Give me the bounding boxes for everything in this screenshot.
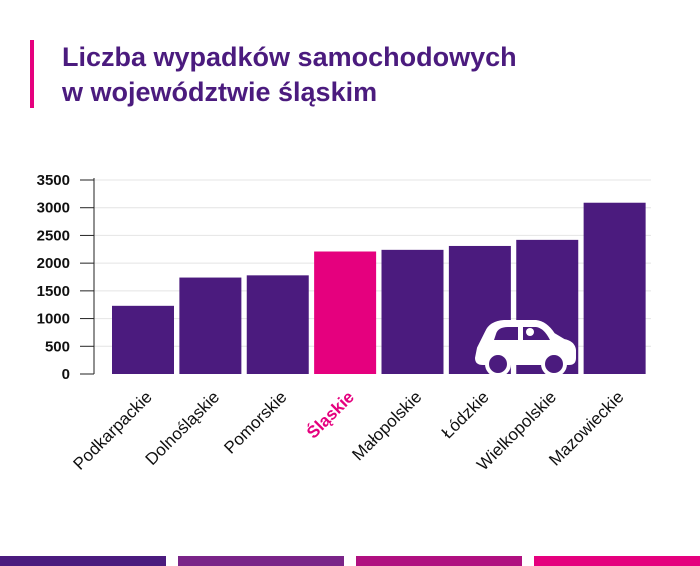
x-tick-label: Małopolskie [348, 387, 425, 464]
car-wheel [541, 351, 567, 377]
x-tick-label: Łódzkie [438, 387, 493, 442]
y-tick-label: 2000 [37, 255, 70, 272]
y-tick-label: 1500 [37, 283, 70, 300]
bar-mazowieckie [583, 202, 646, 374]
y-tick-label: 3500 [37, 172, 70, 189]
footer-segment [356, 556, 522, 566]
car-wheel [485, 351, 511, 377]
y-tick-label: 2500 [37, 227, 70, 244]
car-icon [475, 320, 576, 377]
x-tick-label: Podkarpackie [70, 387, 156, 473]
title-accent-bar [30, 40, 34, 108]
bar-dolnośląskie [179, 277, 242, 374]
bar-pomorskie [246, 275, 309, 374]
bar-chart: 0 500 1000 1500 2000 2500 3000 3500 Podkarpacki… [37, 172, 651, 474]
footer-segment [178, 556, 344, 566]
footer-stripe [0, 556, 700, 566]
y-tick-label: 500 [45, 338, 70, 355]
y-axis: 0 500 1000 1500 2000 2500 3000 3500 [37, 172, 95, 383]
chart-title: Liczba wypadków samochodowych w wojewódz… [62, 40, 517, 110]
y-tick-label: 3000 [37, 200, 70, 217]
x-tick-label: Śląskie [303, 387, 358, 442]
footer-segment [0, 556, 166, 566]
y-tick-label: 0 [62, 366, 70, 383]
footer-segment [534, 556, 700, 566]
x-tick-label: Pomorskie [220, 387, 290, 457]
bar-śląskie [314, 251, 377, 374]
chart-title-line-2: w województwie śląskim [62, 77, 378, 107]
driver-head [526, 328, 534, 336]
bar-małopolskie [381, 249, 444, 374]
y-tick-label: 1000 [37, 311, 70, 328]
car-window [494, 327, 518, 340]
bar-podkarpackie [112, 305, 174, 374]
chart-title-line-1: Liczba wypadków samochodowych [62, 42, 517, 72]
